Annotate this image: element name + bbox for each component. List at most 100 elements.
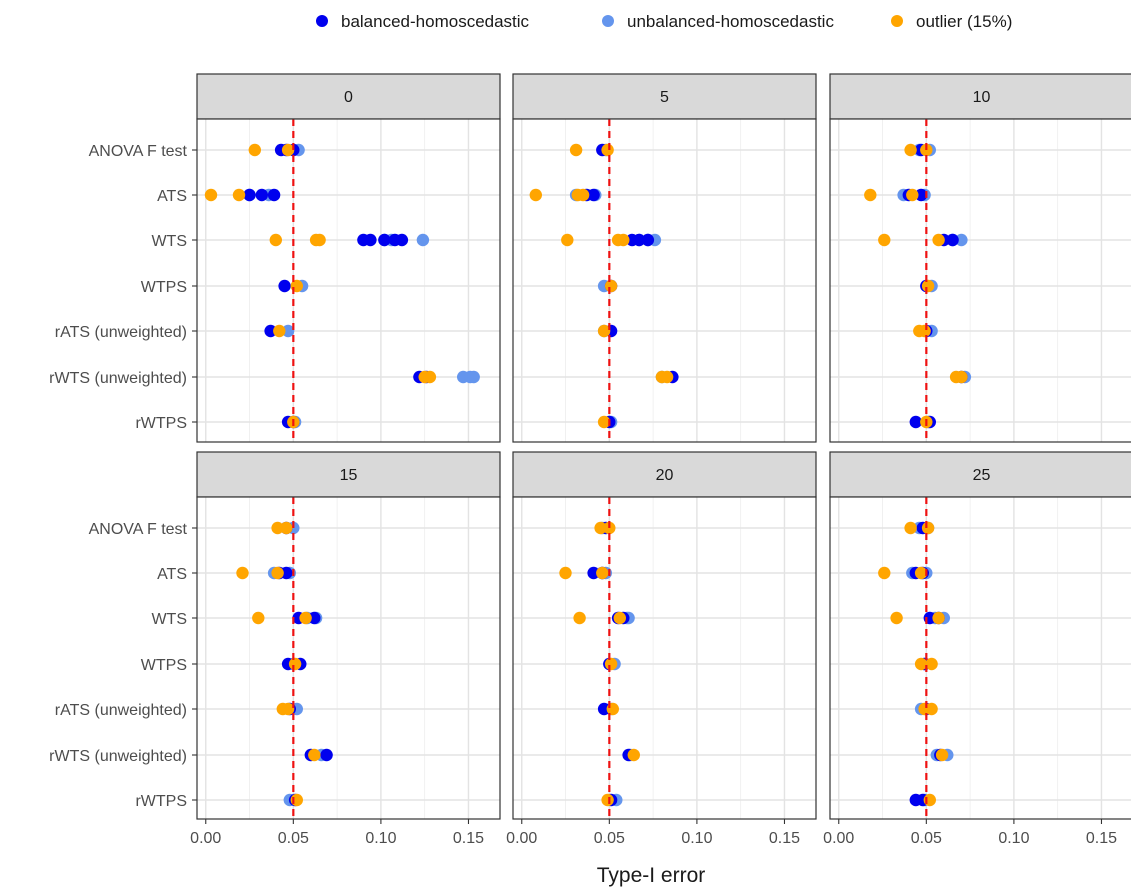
point-outlier-15: [914, 657, 928, 671]
point-balanced-homoscedastic: [909, 415, 922, 429]
x-tick-label: 0.10: [998, 830, 1029, 847]
point-outlier-15: [627, 748, 640, 762]
point-outlier-15: [271, 521, 284, 535]
point-outlier-15: [236, 566, 249, 580]
legend-entry-outlier-15: outlier (15%): [891, 12, 1012, 31]
point-outlier-15: [864, 188, 877, 202]
point-balanced-homoscedastic: [264, 324, 277, 338]
point-outlier-15: [594, 521, 607, 535]
panel-5: 5: [512, 73, 817, 443]
point-outlier-15: [252, 611, 265, 625]
x-tick-label: 0.05: [594, 830, 625, 847]
panel-background: [513, 119, 816, 442]
point-outlier-15: [423, 370, 437, 384]
point-balanced-homoscedastic: [255, 188, 268, 202]
legend-key-balanced-homoscedastic: [316, 15, 328, 27]
panel-strip: [512, 451, 817, 498]
point-outlier-15: [918, 324, 931, 338]
point-balanced-homoscedastic: [587, 188, 600, 202]
y-tick-label-ats: ATS: [157, 566, 187, 583]
legend: balanced-homoscedastic unbalanced-homosce…: [316, 12, 1012, 31]
panel-border: [512, 496, 817, 820]
point-balanced-homoscedastic: [632, 233, 646, 247]
x-tick-label: 0.15: [1086, 830, 1117, 847]
legend-label-balanced-homoscedastic: balanced-homoscedastic: [341, 12, 530, 31]
point-balanced-homoscedastic: [587, 566, 600, 580]
point-balanced-homoscedastic: [278, 279, 291, 293]
y-tick-label-rwts-unweighted: rWTS (unweighted): [49, 370, 187, 387]
panel-25: 25 0.00 0.05 0.10 0.15: [823, 451, 1131, 847]
data-points: [559, 521, 640, 807]
point-outlier-15: [925, 702, 938, 716]
panel-strip: [196, 451, 501, 498]
point-outlier-15: [935, 748, 949, 762]
panel-strip: [829, 451, 1131, 498]
panel-strip: [829, 73, 1131, 120]
point-outlier-15: [529, 188, 542, 202]
gridlines: [830, 119, 1131, 442]
point-outlier-15: [914, 566, 928, 580]
x-tick-label: 0.15: [769, 830, 800, 847]
point-outlier-15: [596, 566, 609, 580]
y-tick-label-ats: ATS: [157, 188, 187, 205]
panel-strip-label: 0: [344, 89, 353, 106]
x-tick-label: 0.15: [453, 830, 484, 847]
legend-entry-balanced-homoscedastic: balanced-homoscedastic: [316, 12, 530, 31]
point-outlier-15: [660, 370, 674, 384]
data-points: [864, 143, 972, 429]
data-points: [204, 143, 480, 429]
panel-strip-label: 10: [973, 89, 991, 106]
point-outlier-15: [576, 188, 590, 202]
point-outlier-15: [561, 233, 574, 247]
panel-strip-label: 15: [340, 467, 358, 484]
point-outlier-15: [248, 143, 261, 157]
point-outlier-15: [597, 324, 611, 338]
point-balanced-homoscedastic: [364, 233, 377, 247]
x-tick-label: 0.05: [911, 830, 942, 847]
x-tick-label: 0.00: [506, 830, 537, 847]
x-tick-label: 0.10: [681, 830, 712, 847]
point-balanced-homoscedastic: [280, 566, 293, 580]
point-outlier-15: [288, 657, 302, 671]
point-outlier-15: [281, 143, 295, 157]
panel-strip: [196, 73, 501, 120]
y-axis-labels: ANOVA F test ATS WTS WTPS rATS (unweighted) r…: [49, 143, 197, 810]
point-unbalanced-homoscedastic: [281, 324, 295, 338]
point-outlier-15: [955, 370, 968, 384]
panel-border: [512, 118, 817, 443]
point-balanced-homoscedastic: [378, 233, 391, 247]
y-tick-label-rwtps: rWTPS: [135, 793, 187, 810]
panel-0: 0: [196, 73, 501, 443]
point-outlier-15: [925, 657, 938, 671]
point-outlier-15: [878, 233, 891, 247]
gridlines: [830, 497, 1131, 819]
point-outlier-15: [559, 566, 572, 580]
point-balanced-homoscedastic: [914, 188, 928, 202]
point-outlier-15: [299, 611, 312, 625]
data-points: [878, 521, 954, 807]
x-axis-title: Type-I error: [597, 864, 706, 887]
y-tick-label-rwtps: rWTPS: [135, 415, 187, 432]
panel-background: [197, 119, 500, 442]
point-balanced-homoscedastic: [267, 188, 281, 202]
panel-20: 20 0.00 0.05 0.10 0.15: [506, 451, 817, 847]
point-balanced-homoscedastic: [641, 233, 655, 247]
point-outlier-15: [601, 143, 614, 157]
point-outlier-15: [921, 521, 935, 535]
point-balanced-homoscedastic: [597, 702, 611, 716]
panel-background: [830, 497, 1131, 819]
y-tick-label-wts: WTS: [151, 233, 187, 250]
gridlines: [197, 497, 500, 819]
y-tick-label-anova-f-test: ANOVA F test: [89, 143, 188, 160]
point-outlier-15: [204, 188, 218, 202]
point-outlier-15: [597, 415, 611, 429]
y-tick-label-rats-unweighted: rATS (unweighted): [55, 324, 187, 341]
point-outlier-15: [613, 611, 626, 625]
x-tick-label: 0.00: [823, 830, 854, 847]
y-tick-label-wtps: WTPS: [141, 279, 187, 296]
point-outlier-15: [601, 793, 614, 807]
gridlines: [513, 497, 816, 819]
panel-border: [829, 118, 1131, 443]
point-balanced-homoscedastic: [320, 748, 333, 762]
